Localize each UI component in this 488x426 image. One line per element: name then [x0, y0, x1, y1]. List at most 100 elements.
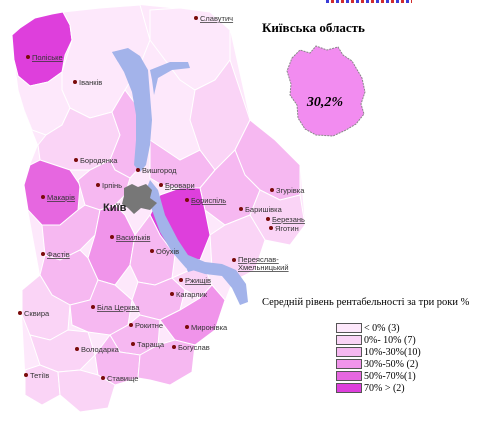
city-label[interactable]: Славутич	[200, 14, 233, 23]
city-label[interactable]: Бровари	[165, 181, 195, 190]
city-ivankiv: Іванків	[73, 78, 102, 87]
kyiv-city-shape[interactable]	[122, 184, 157, 214]
city-label: Ставище	[107, 374, 138, 383]
city-vasylkiv[interactable]: Васильків	[110, 233, 150, 242]
city-dot	[185, 325, 189, 329]
city-dot	[159, 183, 163, 187]
city-dot	[172, 345, 176, 349]
city-dot	[18, 311, 22, 315]
legend-swatch	[336, 335, 362, 345]
city-fastiv[interactable]: Фастів	[41, 250, 70, 259]
city-label[interactable]: Березань	[272, 215, 305, 224]
city-poliske[interactable]: Поліське	[26, 53, 63, 62]
city-dot	[129, 323, 133, 327]
city-label[interactable]: Бориспіль	[191, 196, 226, 205]
city-label: Тетіїв	[30, 371, 49, 380]
city-dot	[110, 235, 114, 239]
city-label[interactable]: Фастів	[47, 250, 70, 259]
city-tarashcha: Тараща	[131, 340, 165, 349]
legend-item: 10%-30%(10)	[336, 346, 421, 358]
region-title: Київська область	[262, 20, 365, 35]
district-bohuslav[interactable]	[137, 339, 196, 386]
city-kaharlyk: Кагарлик	[170, 290, 208, 299]
city-label: Миронівка	[191, 323, 228, 332]
river-layer	[112, 48, 248, 305]
city-makariv[interactable]: Макарів	[41, 193, 75, 202]
city-dot	[74, 158, 78, 162]
legend-label: 70% > (2)	[364, 382, 405, 394]
city-dot	[73, 80, 77, 84]
city-label: Володарка	[81, 345, 120, 354]
city-boryspil[interactable]: Бориспіль	[185, 196, 226, 205]
city-bila-tserkva[interactable]: Біла Церква	[91, 303, 140, 312]
city-label[interactable]: Макарів	[47, 193, 75, 202]
region-inset[interactable]: 30,2%	[286, 45, 366, 137]
district-yahotyn[interactable]	[249, 189, 306, 246]
city-label: Баришівка	[245, 205, 283, 214]
city-dot	[101, 376, 105, 380]
city-tetiiv: Тетіїв	[24, 371, 49, 380]
city-markers: Славутич Поліське Іванків Бородянка Вишгород…	[18, 14, 305, 383]
city-rzhyshchiv[interactable]: Ржищів	[179, 276, 211, 285]
legend-label: 0%- 10% (7)	[364, 334, 416, 346]
river-kaniv-reservoir	[184, 262, 202, 272]
legend-label: 30%-50% (2)	[364, 358, 419, 370]
city-label: Згурівка	[276, 186, 305, 195]
city-dot	[91, 305, 95, 309]
river-dnipro-south	[146, 180, 248, 305]
city-dot	[185, 198, 189, 202]
city-pereiaslav[interactable]: Переяслав-Хмельницький	[232, 255, 289, 272]
city-yahotyn: Яготин	[269, 224, 299, 233]
city-dot	[41, 252, 45, 256]
city-label: Богуслав	[178, 343, 210, 352]
city-dot	[170, 292, 174, 296]
legend-swatch	[336, 383, 362, 393]
city-label: Рокитне	[135, 321, 163, 330]
capital-label: Київ	[103, 202, 127, 214]
legend-label: < 0% (3)	[364, 322, 400, 334]
city-borodianka: Бородянка	[74, 156, 118, 165]
legend-swatch	[336, 347, 362, 357]
city-dot	[232, 258, 236, 262]
city-label: Іванків	[79, 78, 102, 87]
legend-swatch	[336, 371, 362, 381]
legend-label: 50%-70%(1)	[364, 370, 416, 382]
city-stavyshche: Ставище	[101, 374, 138, 383]
city-label[interactable]: Поліське	[32, 53, 63, 62]
region-inset-value: 30,2%	[306, 95, 343, 110]
city-label[interactable]: Васильків	[116, 233, 150, 242]
legend-item: 30%-50% (2)	[336, 358, 421, 370]
legend-title: Середній рівень рентабельності за три ро…	[262, 297, 470, 308]
region-inset-shape	[286, 45, 366, 137]
district-stavyshche[interactable]	[57, 369, 116, 413]
city-volodarka: Володарка	[75, 345, 120, 354]
city-myronivka: Миронівка	[185, 323, 228, 332]
city-irpin: Ірпінь	[96, 181, 122, 190]
legend-item: < 0% (3)	[336, 322, 421, 334]
city-bohuslav: Богуслав	[172, 343, 210, 352]
legend-item: 0%- 10% (7)	[336, 334, 421, 346]
city-dot	[150, 249, 154, 253]
city-dot	[41, 195, 45, 199]
city-label: Тараща	[137, 340, 165, 349]
city-label: Бородянка	[80, 156, 118, 165]
city-slavutych[interactable]: Славутич	[194, 14, 233, 23]
city-label: Ірпінь	[102, 181, 122, 190]
city-dot	[26, 55, 30, 59]
city-dot	[131, 342, 135, 346]
legend-swatch	[336, 323, 362, 333]
city-label[interactable]: Ржищів	[185, 276, 211, 285]
city-label[interactable]: Біла Церква	[97, 303, 140, 312]
city-dot	[194, 16, 198, 20]
city-brovary[interactable]: Бровари	[159, 181, 195, 190]
city-label: Кагарлик	[176, 290, 208, 299]
city-berezan[interactable]: Березань	[266, 215, 305, 224]
city-skvyra: Сквира	[18, 309, 50, 318]
city-dot	[269, 226, 273, 230]
legend-swatch	[336, 359, 362, 369]
city-zghurivka: Згурівка	[270, 186, 305, 195]
district-bila-tserkva[interactable]	[69, 279, 133, 336]
river-desna	[150, 62, 190, 95]
city-label[interactable]: Переяслав-Хмельницький	[238, 255, 289, 272]
